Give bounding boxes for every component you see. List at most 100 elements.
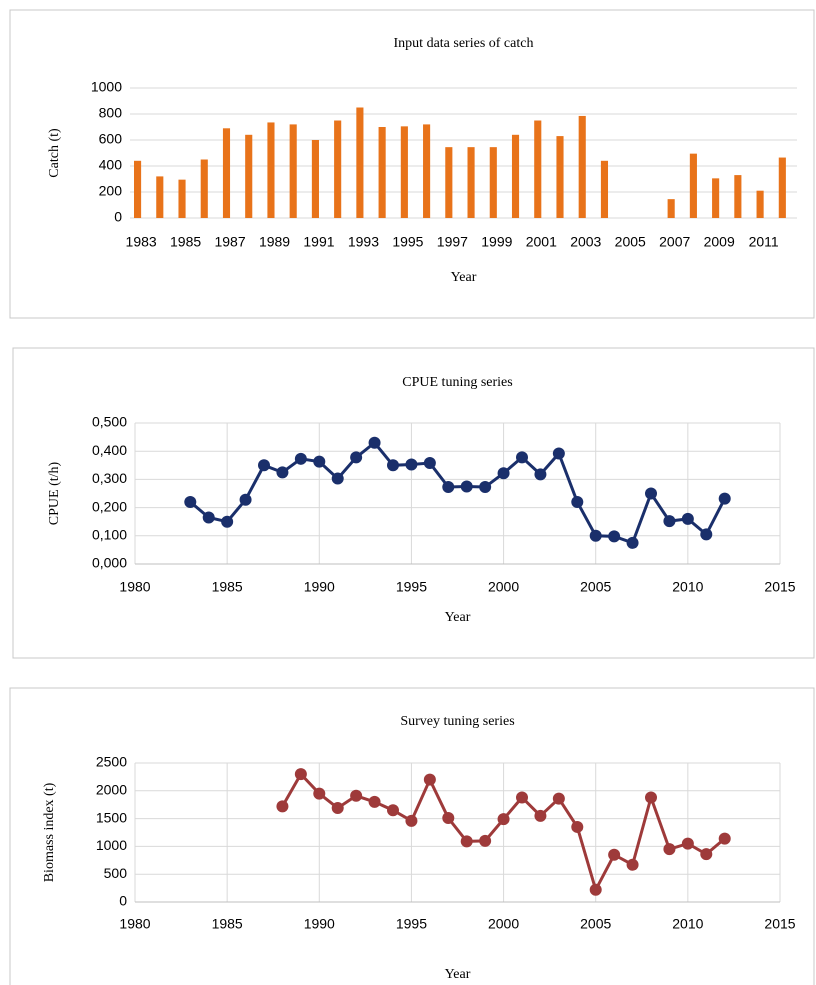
panel [12, 347, 815, 659]
marker [497, 467, 510, 480]
marker [718, 832, 731, 845]
marker [663, 843, 676, 856]
marker [479, 481, 492, 494]
bar [222, 128, 231, 218]
bar [178, 179, 186, 218]
y-axis-label: CPUE (t/h) [47, 461, 62, 525]
bar [134, 160, 142, 218]
y-tick-label: 1000 [96, 837, 127, 853]
bar [667, 199, 675, 218]
y-tick-label: 0,200 [92, 498, 127, 514]
x-tick-label: 2000 [488, 916, 519, 932]
marker [184, 495, 197, 508]
x-tick-label: 2015 [764, 579, 795, 595]
x-tick-label: 1980 [119, 916, 150, 932]
x-tick-label: 1999 [481, 234, 512, 250]
bar [245, 134, 253, 218]
x-tick-label: 2007 [659, 234, 690, 250]
panel [9, 687, 815, 985]
marker [663, 515, 676, 528]
x-tick-label: 2000 [488, 579, 519, 595]
x-tick-label: 2009 [704, 234, 735, 250]
marker [221, 515, 234, 528]
bar [467, 147, 475, 218]
marker [497, 813, 510, 826]
marker [313, 455, 326, 468]
marker [534, 468, 547, 481]
y-tick-label: 200 [99, 183, 123, 199]
bar [445, 147, 453, 218]
x-tick-label: 2011 [749, 234, 779, 250]
bar [311, 140, 319, 218]
marker [442, 812, 455, 825]
x-tick-label: 2005 [580, 579, 611, 595]
y-axis-label: Biomass index (t) [42, 782, 57, 882]
x-tick-label: 1985 [170, 234, 201, 250]
marker [331, 802, 344, 815]
y-tick-label: 2000 [96, 782, 127, 798]
bar [511, 134, 520, 218]
marker [700, 528, 713, 541]
x-tick-label: 2010 [672, 579, 703, 595]
bar [200, 159, 208, 218]
marker [405, 814, 418, 827]
x-tick-label: 2005 [580, 916, 611, 932]
marker [313, 787, 326, 800]
y-tick-label: 0 [119, 893, 127, 909]
bar [400, 126, 408, 218]
bar [712, 178, 720, 218]
y-tick-label: 0,300 [92, 470, 127, 486]
marker [294, 768, 307, 781]
marker [516, 791, 528, 804]
marker [276, 466, 289, 479]
x-tick-label: 2015 [764, 916, 795, 932]
x-tick-label: 1980 [119, 579, 150, 595]
bar [489, 147, 497, 218]
marker [700, 848, 713, 861]
marker [368, 436, 381, 449]
y-tick-label: 0,100 [92, 527, 127, 543]
x-tick-label: 1989 [259, 234, 290, 250]
bar [289, 124, 297, 218]
x-tick-label: 2001 [526, 234, 557, 250]
panel [9, 9, 815, 319]
bar [267, 122, 275, 218]
marker [294, 452, 307, 465]
y-tick-label: 0,400 [92, 442, 127, 458]
x-axis-label: Year [445, 610, 471, 625]
x-tick-label: 2010 [672, 916, 703, 932]
y-tick-label: 0,500 [92, 414, 127, 430]
marker [571, 820, 584, 833]
marker [423, 773, 436, 786]
x-tick-label: 2003 [570, 234, 601, 250]
y-tick-label: 600 [99, 131, 123, 147]
bar [534, 120, 542, 218]
marker [405, 458, 418, 471]
marker [202, 511, 215, 524]
marker [516, 451, 528, 464]
bar [423, 124, 431, 218]
bar [778, 157, 786, 218]
marker [608, 530, 621, 543]
marker [368, 795, 381, 808]
marker [331, 472, 344, 485]
x-tick-label: 1987 [214, 234, 245, 250]
marker [387, 804, 399, 817]
x-tick-label: 1990 [304, 579, 335, 595]
y-tick-label: 400 [99, 157, 123, 173]
marker [239, 493, 252, 506]
marker [589, 883, 602, 896]
bar [334, 120, 342, 218]
marker [552, 792, 565, 805]
bar [689, 153, 697, 218]
marker [479, 834, 492, 847]
y-tick-label: 0,000 [92, 555, 127, 571]
marker [258, 459, 270, 472]
x-tick-label: 1993 [348, 234, 379, 250]
x-tick-label: 1997 [437, 234, 468, 250]
x-tick-label: 1995 [392, 234, 423, 250]
chart-title: CPUE tuning series [402, 375, 512, 390]
marker [608, 848, 621, 861]
